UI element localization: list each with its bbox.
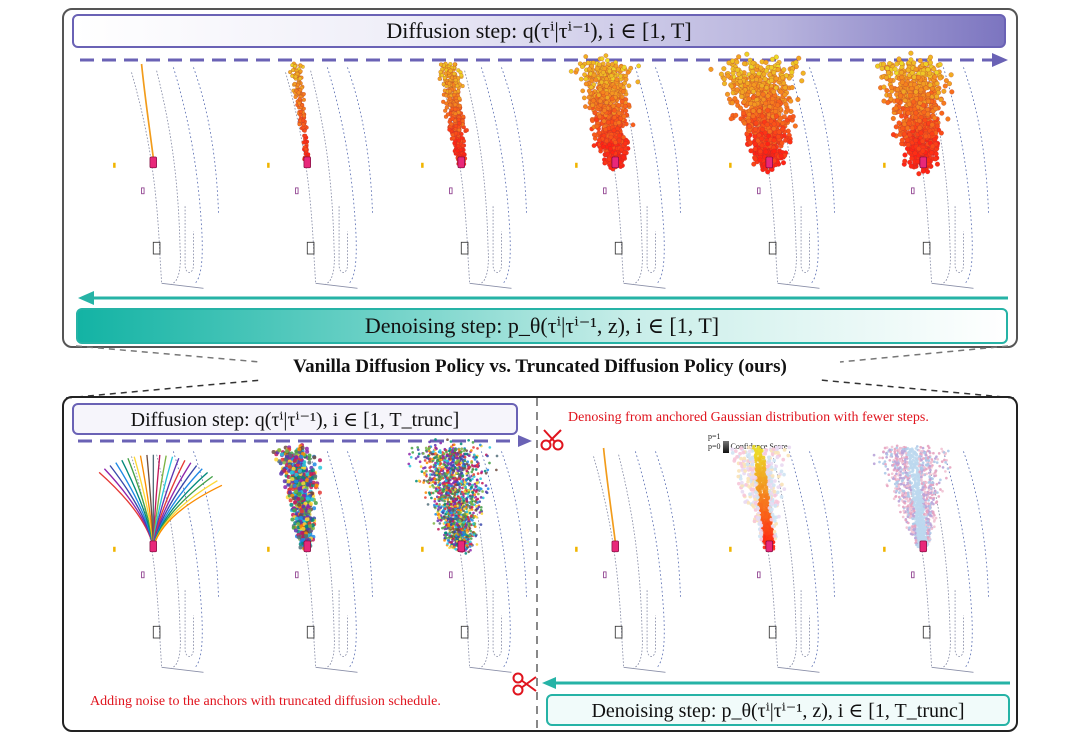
top-trajectory-thumbnail bbox=[113, 63, 219, 289]
comparison-title: Vanilla Diffusion Policy vs. Truncated D… bbox=[293, 356, 787, 377]
bottom-denoising-step-label: Denoising step: p_θ(τⁱ|τⁱ⁻¹, z), i ∈ [1,… bbox=[591, 699, 965, 722]
confidence-p1-label: p=1 bbox=[708, 432, 721, 441]
bottom-diffusion-step-bar: Diffusion step: q(τⁱ|τⁱ⁻¹), i ∈ [1, T_tr… bbox=[72, 403, 518, 435]
top-trajectory-thumbnail bbox=[875, 50, 989, 289]
truncated-diffusion-panel bbox=[62, 396, 1018, 732]
vanilla-diffusion-panel bbox=[62, 8, 1018, 348]
bottom-denoising-step-bar: Denoising step: p_θ(τⁱ|τⁱ⁻¹, z), i ∈ [1,… bbox=[546, 694, 1010, 726]
confidence-p0-label: p=0 bbox=[708, 441, 721, 451]
top-diffusion-step-bar: Diffusion step: q(τⁱ|τⁱ⁻¹), i ∈ [1, T] bbox=[72, 14, 1006, 48]
denoised-trajectory-thumbnail bbox=[575, 447, 681, 673]
bottom-denoising-arrow bbox=[542, 677, 1010, 689]
top-trajectory-thumbnail bbox=[421, 61, 527, 289]
scissors-icon bbox=[512, 672, 537, 696]
bottom-diffusion-arrow bbox=[78, 435, 532, 447]
top-trajectory-thumbnail bbox=[708, 51, 835, 289]
top-denoising-step-bar: Denoising step: p_θ(τⁱ|τⁱ⁻¹, z), i ∈ [1,… bbox=[76, 308, 1008, 344]
zoom-connector-lines bbox=[65, 345, 1015, 399]
top-denoising-step-label: Denoising step: p_θ(τⁱ|τⁱ⁻¹, z), i ∈ [1,… bbox=[364, 313, 720, 338]
bottom-diffusion-step-label: Diffusion step: q(τⁱ|τⁱ⁻¹), i ∈ [1, T_tr… bbox=[130, 408, 460, 431]
top-diffusion-arrow bbox=[80, 53, 1008, 67]
anchor-diffusion-thumbnail bbox=[407, 438, 527, 673]
denoise-note: Denosing from anchored Gaussian distribu… bbox=[568, 410, 929, 425]
top-trajectory-thumbnail bbox=[568, 53, 681, 289]
top-denoising-arrow bbox=[78, 291, 1008, 305]
noise-note: Adding noise to the anchors with truncat… bbox=[90, 694, 441, 709]
anchor-diffusion-thumbnail bbox=[267, 443, 373, 673]
scissors-icon bbox=[540, 429, 564, 451]
top-diffusion-step-label: Diffusion step: q(τⁱ|τⁱ⁻¹), i ∈ [1, T] bbox=[386, 18, 692, 43]
top-trajectory-thumbnail bbox=[267, 61, 373, 289]
denoised-trajectory-thumbnail bbox=[872, 444, 989, 673]
anchor-diffusion-thumbnail bbox=[98, 451, 223, 673]
confidence-gradient bbox=[722, 441, 729, 453]
denoised-trajectory-thumbnail bbox=[729, 444, 835, 673]
